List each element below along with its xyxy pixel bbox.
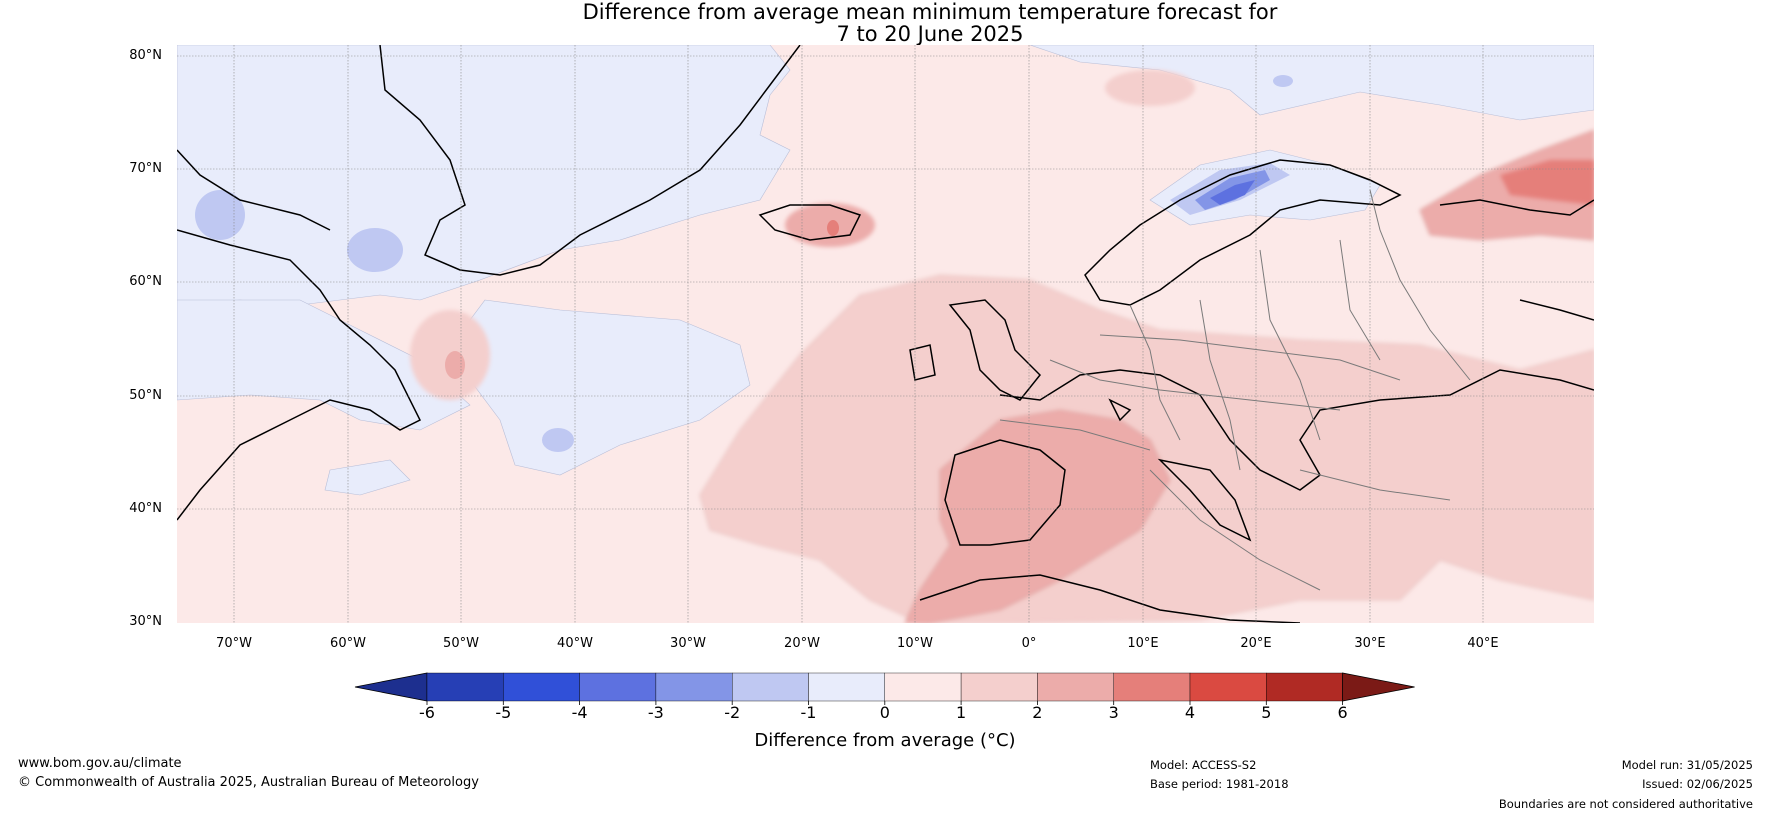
colorbar-segment xyxy=(579,672,657,702)
cool-spot-svalbard xyxy=(1273,75,1293,87)
cool-core-scandinavia-3 xyxy=(1210,180,1255,205)
colorbar-segment xyxy=(1037,672,1114,702)
coastlines xyxy=(177,45,1594,623)
footer-model: Model: ACCESS-S2 xyxy=(1150,758,1257,772)
cool-spot-labrador xyxy=(347,228,403,272)
colorbar-tick-label: -5 xyxy=(495,703,512,722)
footer-model-run: Model run: 31/05/2025 xyxy=(1621,758,1753,772)
colorbar-segment xyxy=(426,672,504,702)
colorbar-segment xyxy=(1189,672,1267,702)
lat-label-70n: 70°N xyxy=(129,161,162,176)
colorbar-tick-label: 4 xyxy=(1184,703,1196,722)
colorbar-segment xyxy=(1266,672,1343,702)
colorbar-tick-label: 6 xyxy=(1337,703,1348,722)
lon-label-20w: 20°W xyxy=(784,636,820,651)
warm-core-iceland xyxy=(827,220,839,236)
colorbar-tick-label: 5 xyxy=(1261,703,1272,722)
colorbar-segment xyxy=(732,672,809,702)
footer-base-period: Base period: 1981-2018 xyxy=(1150,777,1289,791)
lat-label-50n: 50°N xyxy=(129,388,162,403)
colorbar-label: Difference from average (°C) xyxy=(754,730,1016,751)
colorbar-arrow-high xyxy=(1342,672,1415,702)
colorbar-tick-label: 2 xyxy=(1032,703,1043,722)
colorbar-segment xyxy=(960,672,1038,702)
warm-core-siberia xyxy=(1500,160,1594,205)
lon-label-70w: 70°W xyxy=(216,636,252,651)
footer-url: www.bom.gov.au/climate xyxy=(18,756,182,771)
warm-core-newfoundland xyxy=(445,351,465,379)
colorbar-arrow-low xyxy=(354,672,428,702)
lon-label-10e: 10°E xyxy=(1127,636,1159,651)
map-title-line1: Difference from average mean minimum tem… xyxy=(582,0,1278,24)
colorbar-tick-label: -3 xyxy=(647,703,664,722)
graticule xyxy=(177,45,1594,623)
colorbar-tick-label: -4 xyxy=(571,703,588,722)
colorbar-tick-label: -2 xyxy=(724,703,741,722)
colorbar-segment xyxy=(1113,672,1191,702)
lon-label-20e: 20°E xyxy=(1240,636,1272,651)
footer-issued: Issued: 02/06/2025 xyxy=(1642,777,1753,791)
colorbar-segment xyxy=(655,672,733,702)
cool-spot-atlantic xyxy=(542,428,574,452)
lat-label-80n: 80°N xyxy=(129,48,162,63)
lat-label-60n: 60°N xyxy=(129,274,162,289)
lon-label-0: 0° xyxy=(1021,636,1037,651)
lon-label-10w: 10°W xyxy=(897,636,933,651)
map-title-line2: 7 to 20 June 2025 xyxy=(836,22,1024,46)
lon-label-30e: 30°E xyxy=(1354,636,1386,651)
lat-label-40n: 40°N xyxy=(129,501,162,516)
anomaly-map xyxy=(177,45,1594,623)
lon-label-40w: 40°W xyxy=(557,636,593,651)
colorbar-tick-label: 0 xyxy=(879,703,890,722)
lat-label-30n: 30°N xyxy=(129,614,162,629)
cool-region-north xyxy=(1029,45,1594,121)
colorbar-tick-label: 3 xyxy=(1108,703,1119,722)
colorbar-tick-label: -6 xyxy=(419,703,435,722)
footer-disclaimer: Boundaries are not considered authoritat… xyxy=(1498,797,1753,811)
cool-region-labrador-sea xyxy=(324,459,411,496)
lon-label-40e: 40°E xyxy=(1467,636,1499,651)
footer-copyright: © Commonwealth of Australia 2025, Austra… xyxy=(18,775,479,790)
warm-region-iberia xyxy=(904,409,1171,623)
colorbar-segment xyxy=(884,672,962,702)
cool-spot-baffin xyxy=(195,190,245,240)
colorbar-tick-label: -1 xyxy=(800,703,817,722)
lon-label-60w: 60°W xyxy=(330,636,366,651)
lon-label-30w: 30°W xyxy=(670,636,706,651)
colorbar-tick-label: 1 xyxy=(956,703,967,722)
colorbar-segment xyxy=(503,672,580,702)
colorbar-segment xyxy=(808,672,886,702)
lon-label-50w: 50°W xyxy=(443,636,479,651)
warm-region-arctic xyxy=(1105,70,1195,106)
